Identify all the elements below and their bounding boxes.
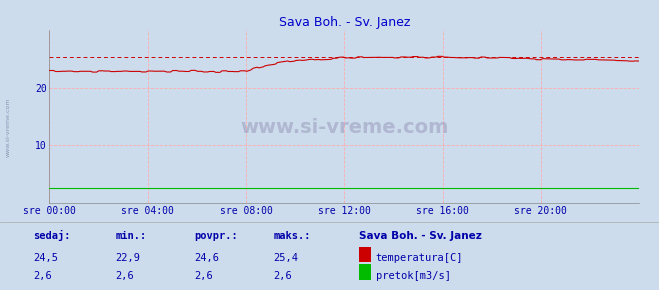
Text: 2,6: 2,6 — [194, 271, 213, 281]
Text: 2,6: 2,6 — [273, 271, 292, 281]
Text: 22,9: 22,9 — [115, 253, 140, 263]
Text: www.si-vreme.com: www.si-vreme.com — [5, 98, 11, 157]
Text: 24,5: 24,5 — [33, 253, 58, 263]
Text: povpr.:: povpr.: — [194, 231, 238, 241]
Text: temperatura[C]: temperatura[C] — [376, 253, 463, 263]
Text: min.:: min.: — [115, 231, 146, 241]
Text: 2,6: 2,6 — [115, 271, 134, 281]
Text: Sava Boh. - Sv. Janez: Sava Boh. - Sv. Janez — [359, 231, 482, 241]
Text: maks.:: maks.: — [273, 231, 311, 241]
Text: 25,4: 25,4 — [273, 253, 299, 263]
Title: Sava Boh. - Sv. Janez: Sava Boh. - Sv. Janez — [279, 16, 410, 29]
Text: sedaj:: sedaj: — [33, 230, 71, 241]
Text: www.si-vreme.com: www.si-vreme.com — [240, 117, 449, 137]
Text: pretok[m3/s]: pretok[m3/s] — [376, 271, 451, 281]
Text: 24,6: 24,6 — [194, 253, 219, 263]
Text: 2,6: 2,6 — [33, 271, 51, 281]
